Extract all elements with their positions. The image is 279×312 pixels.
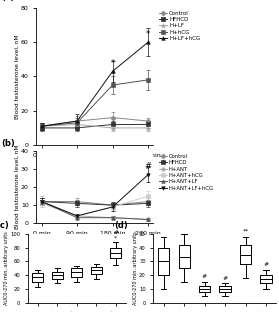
Text: #: # [222, 276, 228, 281]
Y-axis label: AUC0-270 min, arbitrary units: AUC0-270 min, arbitrary units [133, 232, 138, 305]
Y-axis label: Blood testosterone level, nM: Blood testosterone level, nM [14, 34, 19, 119]
Text: #: # [202, 274, 207, 279]
Text: #: # [145, 162, 151, 171]
Legend: Control, HFHCD, H+ANT, H+ANT+hCG, H+ANT+LF, H+ANT+LF+hCG: Control, HFHCD, H+ANT, H+ANT+hCG, H+ANT+… [159, 154, 213, 191]
Text: #: # [263, 262, 269, 267]
Y-axis label: AUC0-270 min, arbitrary units: AUC0-270 min, arbitrary units [4, 232, 9, 305]
Text: (d): (d) [114, 221, 128, 230]
Text: (a): (a) [1, 0, 15, 2]
Text: (b): (b) [1, 139, 15, 149]
Y-axis label: Blood testosterone level, nM: Blood testosterone level, nM [14, 145, 19, 229]
Legend: Control, HFHCD, H+LF, H+hCG, H+LF+hCG: Control, HFHCD, H+LF, H+hCG, H+LF+hCG [159, 11, 200, 41]
Text: (c): (c) [0, 221, 9, 230]
Text: **: ** [242, 229, 249, 234]
Text: #
*: # * [113, 230, 118, 241]
Text: *: * [146, 30, 150, 39]
Text: *: * [110, 59, 115, 68]
